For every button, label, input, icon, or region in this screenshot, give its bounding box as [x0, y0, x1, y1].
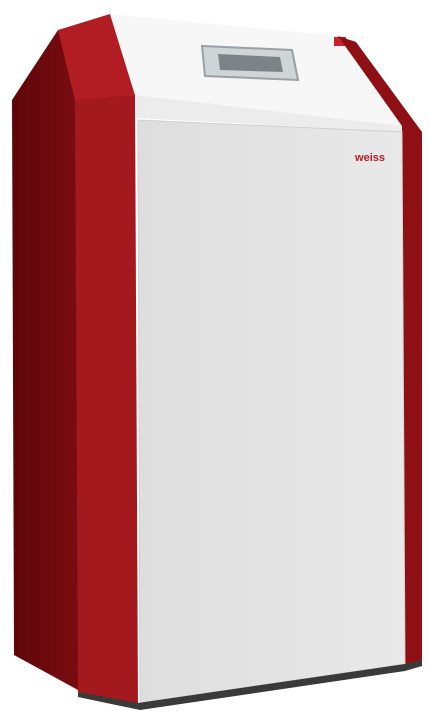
top-edge — [135, 95, 402, 132]
logo: weiss — [354, 152, 385, 164]
badge — [334, 37, 346, 46]
top-chamfer — [58, 14, 135, 100]
front-column — [75, 95, 138, 705]
side-panel — [12, 30, 78, 690]
front-door — [137, 119, 406, 704]
right-panel — [338, 36, 422, 665]
display-screen — [218, 54, 283, 72]
